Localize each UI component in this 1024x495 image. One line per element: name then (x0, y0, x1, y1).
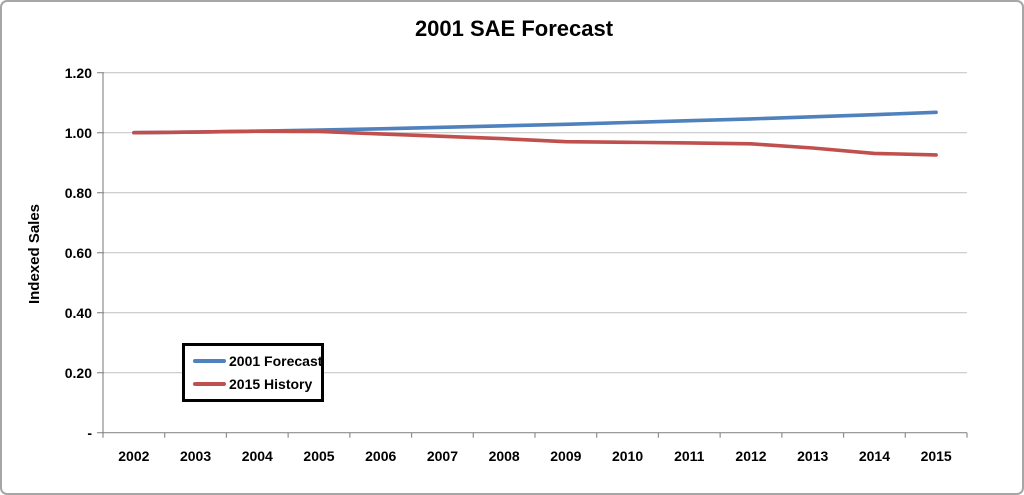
x-axis-tick-labels: 2002 2003 2004 2005 2006 2007 2008 2009 2010 2011… (2, 448, 1022, 468)
x-tick-label: 2008 (488, 448, 520, 464)
y-tick-label: 1.20 (64, 64, 92, 81)
y-tick-label: 0.20 (64, 364, 92, 381)
legend-item: 2015 History (193, 376, 321, 392)
legend: 2001 Forecast 2015 History (182, 343, 324, 402)
x-tick-label: 2011 (674, 448, 705, 464)
legend-label: 2015 History (229, 376, 313, 392)
x-tick-label: 2006 (365, 448, 397, 464)
x-tick-label: 2009 (550, 448, 582, 464)
legend-line-swatch (193, 359, 226, 363)
x-tick-label: 2014 (858, 448, 890, 464)
y-tick-label: - (87, 424, 92, 441)
x-tick-label: 2007 (426, 448, 458, 464)
y-axis-tick-labels: - 0.20 0.40 0.60 0.80 1.00 1.20 (2, 2, 92, 493)
y-tick-label: 0.80 (64, 184, 92, 201)
x-tick-label: 2002 (118, 448, 150, 464)
y-tick-label: 0.40 (64, 304, 92, 321)
chart-title: 2001 SAE Forecast (414, 16, 614, 41)
legend-label: 2001 Forecast (229, 353, 323, 369)
x-tick-label: 2005 (303, 448, 335, 464)
x-tick-label: 2003 (179, 448, 212, 464)
series-line-2015-history (132, 129, 938, 157)
y-tick-label: 1.00 (64, 124, 92, 141)
x-tick-label: 2015 (920, 448, 952, 464)
y-tick-label: 0.60 (64, 244, 92, 261)
x-tick-label: 2013 (797, 448, 829, 464)
x-tick-label: 2004 (241, 448, 273, 464)
legend-line-swatch (193, 382, 226, 386)
legend-item: 2001 Forecast (193, 353, 323, 369)
x-tick-label: 2010 (611, 448, 644, 464)
x-tick-label: 2012 (735, 448, 767, 464)
